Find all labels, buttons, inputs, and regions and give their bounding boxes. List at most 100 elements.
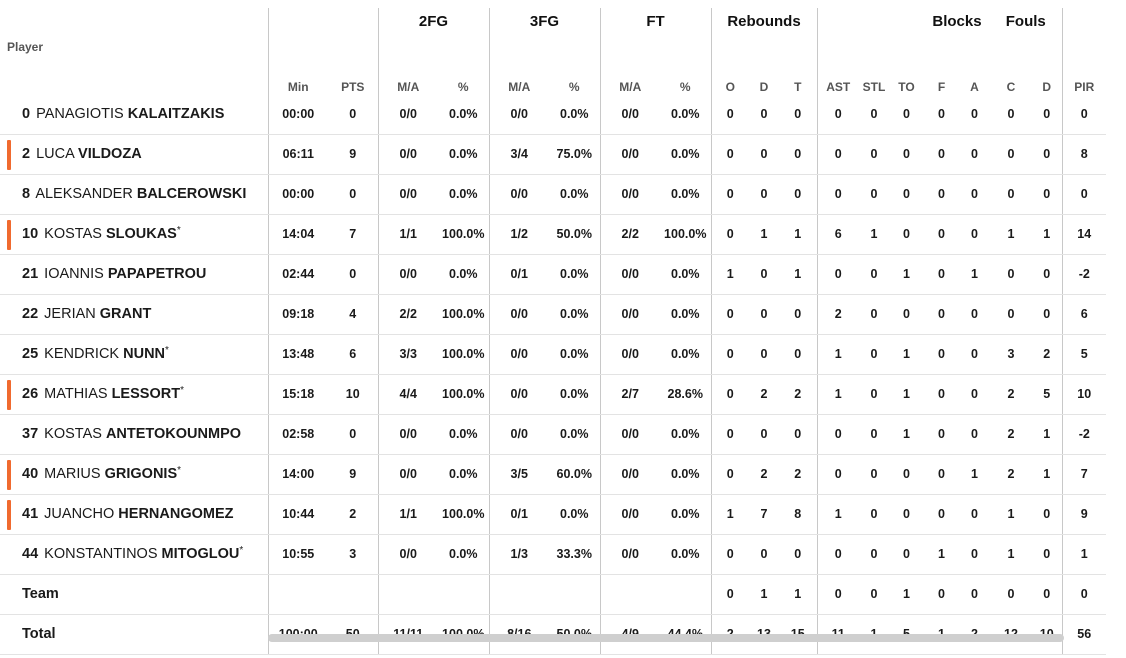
stat-pts: 0 bbox=[328, 254, 379, 295]
player-cell[interactable]: 40 MARIUS GRIGONIS* bbox=[0, 454, 269, 495]
stat-to: 1 bbox=[889, 334, 924, 375]
stat-blk-a: 0 bbox=[959, 534, 990, 575]
stat-fg3-ma: 0/0 bbox=[489, 414, 549, 455]
stat-fg3-pct: 0.0% bbox=[549, 334, 601, 375]
player-row[interactable]: 10 KOSTAS SLOUKAS* 14:04 7 1/1 100.0% 1/2 50.0… bbox=[0, 214, 1106, 255]
stat-fg3-pct: 60.0% bbox=[549, 454, 601, 495]
stat-ast: 0 bbox=[817, 454, 859, 495]
player-row[interactable]: 44 KONSTANTINOS MITOGLOU* 10:55 3 0/0 0.0% 1/… bbox=[0, 534, 1106, 575]
player-row[interactable]: 25 KENDRICK NUNN* 13:48 6 3/3 100.0% 0/0 0.0% 0… bbox=[0, 334, 1106, 375]
stat-fg3-ma: 0/0 bbox=[489, 94, 549, 135]
stat-blk-a: 0 bbox=[959, 414, 990, 455]
player-cell[interactable]: 22 JERIAN GRANT bbox=[0, 294, 269, 335]
player-row[interactable]: 0 PANAGIOTIS KALAITZAKIS 00:00 0 0/0 0.0% 0/0… bbox=[0, 94, 1106, 135]
stat-reb-o: 0 bbox=[711, 94, 749, 135]
player-last-name: VILDOZA bbox=[78, 146, 142, 162]
stat-pts bbox=[328, 574, 379, 615]
stat-reb-o: 0 bbox=[711, 214, 749, 255]
stat-foul-c: 0 bbox=[990, 174, 1032, 215]
stat-min: 10:55 bbox=[268, 534, 328, 575]
stat-pir: 9 bbox=[1062, 494, 1106, 535]
stat-min bbox=[268, 574, 328, 615]
stat-foul-c: 2 bbox=[990, 374, 1032, 415]
stat-reb-d: 0 bbox=[749, 94, 779, 135]
group-header-blocks: Blocks bbox=[932, 12, 982, 30]
group-header-3fg: 3FG bbox=[489, 8, 601, 34]
player-cell[interactable]: 44 KONSTANTINOS MITOGLOU* bbox=[0, 534, 269, 575]
player-cell[interactable]: 21 IOANNIS PAPAPETROU bbox=[0, 254, 269, 295]
stat-pts: 3 bbox=[328, 534, 379, 575]
stat-fg2-pct bbox=[438, 574, 490, 615]
stat-fg3-pct: 0.0% bbox=[549, 94, 601, 135]
group-header-ft: FT bbox=[600, 8, 712, 34]
player-number: 21 bbox=[22, 266, 39, 282]
player-number: 37 bbox=[22, 426, 39, 442]
player-cell[interactable]: 41 JUANCHO HERNANGOMEZ bbox=[0, 494, 269, 535]
stat-blk-f: 0 bbox=[924, 214, 959, 255]
column-header-player: Player bbox=[0, 34, 269, 94]
player-last-name: GRIGONIS bbox=[104, 466, 178, 482]
stat-blk-a: 1 bbox=[959, 454, 990, 495]
player-row[interactable]: 22 JERIAN GRANT 09:18 4 2/2 100.0% 0/0 0.0% 0/0… bbox=[0, 294, 1106, 335]
stat-min: 06:11 bbox=[268, 134, 328, 175]
column-header-2fg-ma: M/A bbox=[397, 80, 420, 94]
player-last-name: ANTETOKOUNMPO bbox=[105, 426, 242, 442]
player-row[interactable]: 8 ALEKSANDER BALCEROWSKI 00:00 0 0/0 0.0% 0/0… bbox=[0, 174, 1106, 215]
stat-fg3-ma: 0/1 bbox=[489, 494, 549, 535]
stat-fg3-pct: 0.0% bbox=[549, 254, 601, 295]
stat-pts: 0 bbox=[328, 94, 379, 135]
player-number: 10 bbox=[22, 226, 39, 242]
column-header-ft-ma: M/A bbox=[619, 80, 642, 94]
stat-pir: -2 bbox=[1062, 254, 1106, 295]
player-cell[interactable]: 10 KOSTAS SLOUKAS* bbox=[0, 214, 269, 255]
stat-reb-t: 0 bbox=[779, 414, 818, 455]
stat-to: 0 bbox=[889, 94, 924, 135]
column-header-3fg-ma: M/A bbox=[508, 80, 531, 94]
stat-reb-t: 1 bbox=[779, 254, 818, 295]
player-row[interactable]: 37 KOSTAS ANTETOKOUNMPO 02:58 0 0/0 0.0% 0/0 0… bbox=[0, 414, 1106, 455]
player-row[interactable]: 2 LUCA VILDOZA 06:11 9 0/0 0.0% 3/4 75.0% 0/0 0.… bbox=[0, 134, 1106, 175]
stat-reb-d: 0 bbox=[749, 134, 779, 175]
total-label: Total bbox=[0, 614, 269, 655]
player-row[interactable]: 40 MARIUS GRIGONIS* 14:00 9 0/0 0.0% 3/5 60.0%… bbox=[0, 454, 1106, 495]
player-cell[interactable]: 26 MATHIAS LESSORT* bbox=[0, 374, 269, 415]
player-star-marker: * bbox=[180, 385, 184, 396]
stat-reb-d: 0 bbox=[749, 534, 779, 575]
stat-foul-d: 0 bbox=[1032, 254, 1063, 295]
stat-foul-d: 0 bbox=[1032, 294, 1063, 335]
stat-fg3-pct: 0.0% bbox=[549, 374, 601, 415]
column-header-foul-d: D bbox=[1032, 34, 1063, 94]
box-score-table: 2FG 3FG FT Rebounds Blocks Fouls Player … bbox=[0, 8, 1106, 655]
player-last-name: HERNANGOMEZ bbox=[118, 506, 234, 522]
player-cell[interactable]: 0 PANAGIOTIS KALAITZAKIS bbox=[0, 94, 269, 135]
player-cell[interactable]: 2 LUCA VILDOZA bbox=[0, 134, 269, 175]
stat-min: 14:00 bbox=[268, 454, 328, 495]
player-cell[interactable]: 37 KOSTAS ANTETOKOUNMPO bbox=[0, 414, 269, 455]
min-pts-group-header bbox=[268, 8, 379, 34]
stat-ast: 0 bbox=[817, 254, 859, 295]
stat-pts: 0 bbox=[328, 174, 379, 215]
player-row[interactable]: 26 MATHIAS LESSORT* 15:18 10 4/4 100.0% 0/0 0.… bbox=[0, 374, 1106, 415]
stat-min: 10:44 bbox=[268, 494, 328, 535]
horizontal-scrollbar[interactable] bbox=[268, 634, 1064, 642]
player-cell[interactable]: 8 ALEKSANDER BALCEROWSKI bbox=[0, 174, 269, 215]
column-header-reb-o: O bbox=[725, 80, 735, 94]
stat-to: 0 bbox=[889, 454, 924, 495]
starter-marker bbox=[7, 139, 11, 170]
player-row[interactable]: 21 IOANNIS PAPAPETROU 02:44 0 0/0 0.0% 0/1 0.0… bbox=[0, 254, 1106, 295]
stat-fg2-pct: 100.0% bbox=[438, 214, 490, 255]
stat-fg2-ma: 0/0 bbox=[378, 254, 438, 295]
stat-pts: 9 bbox=[328, 454, 379, 495]
player-number: 0 bbox=[22, 105, 31, 122]
player-row[interactable]: 41 JUANCHO HERNANGOMEZ 10:44 2 1/1 100.0% 0/1… bbox=[0, 494, 1106, 535]
stat-ast: 0 bbox=[817, 134, 859, 175]
stat-fg3-pct: 0.0% bbox=[549, 414, 601, 455]
player-last-name: KALAITZAKIS bbox=[127, 105, 225, 122]
player-number: 44 bbox=[22, 546, 39, 562]
player-cell[interactable]: 25 KENDRICK NUNN* bbox=[0, 334, 269, 375]
stat-ft-ma: 0/0 bbox=[600, 294, 660, 335]
stat-min: 00:00 bbox=[268, 94, 328, 135]
stat-fg2-pct: 0.0% bbox=[438, 94, 490, 135]
stat-reb-o: 1 bbox=[711, 254, 749, 295]
stat-reb-t: 0 bbox=[779, 534, 818, 575]
